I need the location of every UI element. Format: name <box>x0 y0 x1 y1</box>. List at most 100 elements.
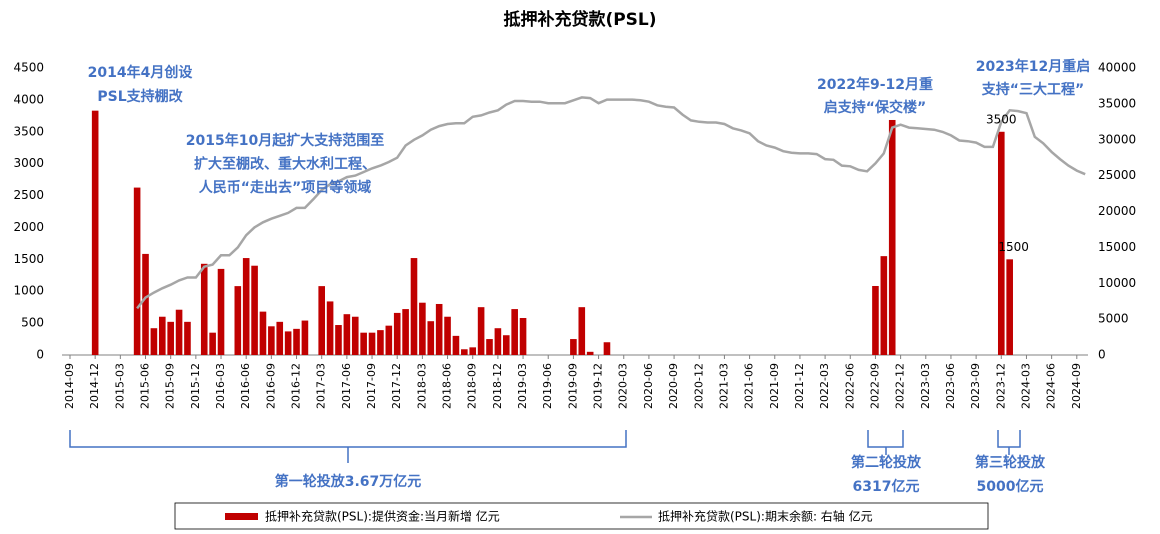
x-tick-label: 2022-09 <box>868 363 881 409</box>
x-tick-label: 2018-09 <box>466 363 479 409</box>
bar <box>570 339 577 355</box>
annotation: 6317亿元 <box>853 478 920 495</box>
x-tick-label: 2020-06 <box>642 363 655 409</box>
bar <box>284 331 292 355</box>
bar <box>888 119 896 356</box>
bar <box>502 335 510 355</box>
bar <box>477 307 485 355</box>
bar <box>209 332 216 355</box>
x-tick-label: 2018-06 <box>441 363 454 409</box>
x-tick-label: 2014-09 <box>63 363 76 409</box>
x-tick-label: 2016-06 <box>239 363 252 409</box>
x-tick-label: 2022-06 <box>843 363 856 409</box>
y2-tick-label: 40000 <box>1098 61 1136 75</box>
bar <box>268 326 275 355</box>
annotation: 启支持“保交楼” <box>824 99 926 116</box>
bar <box>469 347 477 355</box>
x-tick-label: 2014-12 <box>88 363 101 409</box>
bracket <box>997 430 1021 455</box>
bar <box>872 285 879 355</box>
x-tick-label: 2021-03 <box>717 363 730 409</box>
y-tick-label: 2000 <box>13 220 44 234</box>
x-tick-label: 2016-09 <box>264 363 277 409</box>
bar <box>444 316 451 355</box>
bar <box>461 349 468 355</box>
y2-tick-label: 10000 <box>1098 276 1136 290</box>
x-tick-label: 2015-06 <box>139 363 152 409</box>
bar <box>360 332 367 355</box>
x-tick-label: 2021-09 <box>768 363 781 409</box>
bar <box>167 321 174 355</box>
annotation: 第二轮投放 <box>851 454 922 471</box>
x-tick-label: 2021-06 <box>743 363 756 409</box>
x-tick-label: 2016-03 <box>214 363 227 409</box>
bar <box>91 110 99 356</box>
annotation: PSL支持棚改 <box>97 88 183 105</box>
bar <box>419 302 426 355</box>
x-tick-label: 2018-12 <box>491 363 504 409</box>
bar <box>427 321 435 355</box>
bar <box>880 256 888 355</box>
bar <box>251 265 258 355</box>
y2-tick-label: 0 <box>1098 348 1106 362</box>
bar <box>242 258 250 355</box>
x-tick-label: 2023-03 <box>919 363 932 409</box>
bar <box>997 131 1005 355</box>
bracket <box>867 430 904 455</box>
y2-tick-label: 20000 <box>1098 204 1136 218</box>
x-tick-label: 2018-03 <box>415 363 428 409</box>
bar <box>603 342 611 355</box>
x-tick-label: 2016-12 <box>290 363 303 409</box>
x-tick-label: 2019-06 <box>541 363 554 409</box>
annotation: 2014年4月创设 <box>88 64 194 81</box>
bracket <box>69 430 627 463</box>
bar <box>578 307 586 355</box>
bar <box>158 316 166 355</box>
bar <box>301 320 309 355</box>
x-tick-label: 2017-12 <box>390 363 403 409</box>
bar <box>519 318 527 355</box>
bar <box>511 309 518 355</box>
bar <box>326 301 334 355</box>
annotation: 2023年12月重启 <box>976 58 1090 75</box>
bar <box>385 325 393 355</box>
x-tick-label: 2017-03 <box>315 363 328 409</box>
bar <box>410 258 418 355</box>
x-tick-label: 2019-09 <box>566 363 579 409</box>
bar <box>318 286 325 355</box>
data-label: 3500 <box>986 112 1017 126</box>
y-tick-label: 4500 <box>13 61 44 75</box>
bar <box>452 335 460 355</box>
bar <box>402 309 409 355</box>
y2-tick-label: 5000 <box>1098 312 1129 326</box>
bar <box>276 321 284 355</box>
bar <box>133 187 141 355</box>
x-tick-label: 2017-06 <box>340 363 353 409</box>
x-tick-label: 2015-03 <box>113 363 126 409</box>
y-tick-label: 1000 <box>13 284 44 298</box>
y2-tick-label: 15000 <box>1098 240 1136 254</box>
x-tick-label: 2020-09 <box>667 363 680 409</box>
annotation: 人民币“走出去”项目等领域 <box>199 179 371 196</box>
annotation: 支持“三大工程” <box>981 81 1084 98</box>
x-tick-label: 2023-06 <box>944 363 957 409</box>
annotation: 扩大至棚改、重大水利工程、 <box>194 156 376 173</box>
y2-tick-label: 25000 <box>1098 168 1136 182</box>
bar <box>393 312 401 355</box>
annotation: 5000亿元 <box>977 478 1044 495</box>
x-tick-label: 2024-09 <box>1070 363 1083 409</box>
x-tick-label: 2024-03 <box>1019 363 1032 409</box>
legend-label: 抵押补充贷款(PSL):期末余额: 右轴 亿元 <box>658 509 873 524</box>
bar <box>200 263 208 355</box>
x-tick-label: 2019-12 <box>592 363 605 409</box>
y-tick-label: 2500 <box>13 188 44 202</box>
x-tick-label: 2021-12 <box>793 363 806 409</box>
y2-tick-label: 35000 <box>1098 96 1136 110</box>
bar <box>586 351 594 355</box>
x-tick-label: 2017-09 <box>365 363 378 409</box>
bar <box>142 253 149 355</box>
x-tick-label: 2023-09 <box>969 363 982 409</box>
x-tick-label: 2015-12 <box>189 363 202 409</box>
x-tick-label: 2020-03 <box>617 363 630 409</box>
